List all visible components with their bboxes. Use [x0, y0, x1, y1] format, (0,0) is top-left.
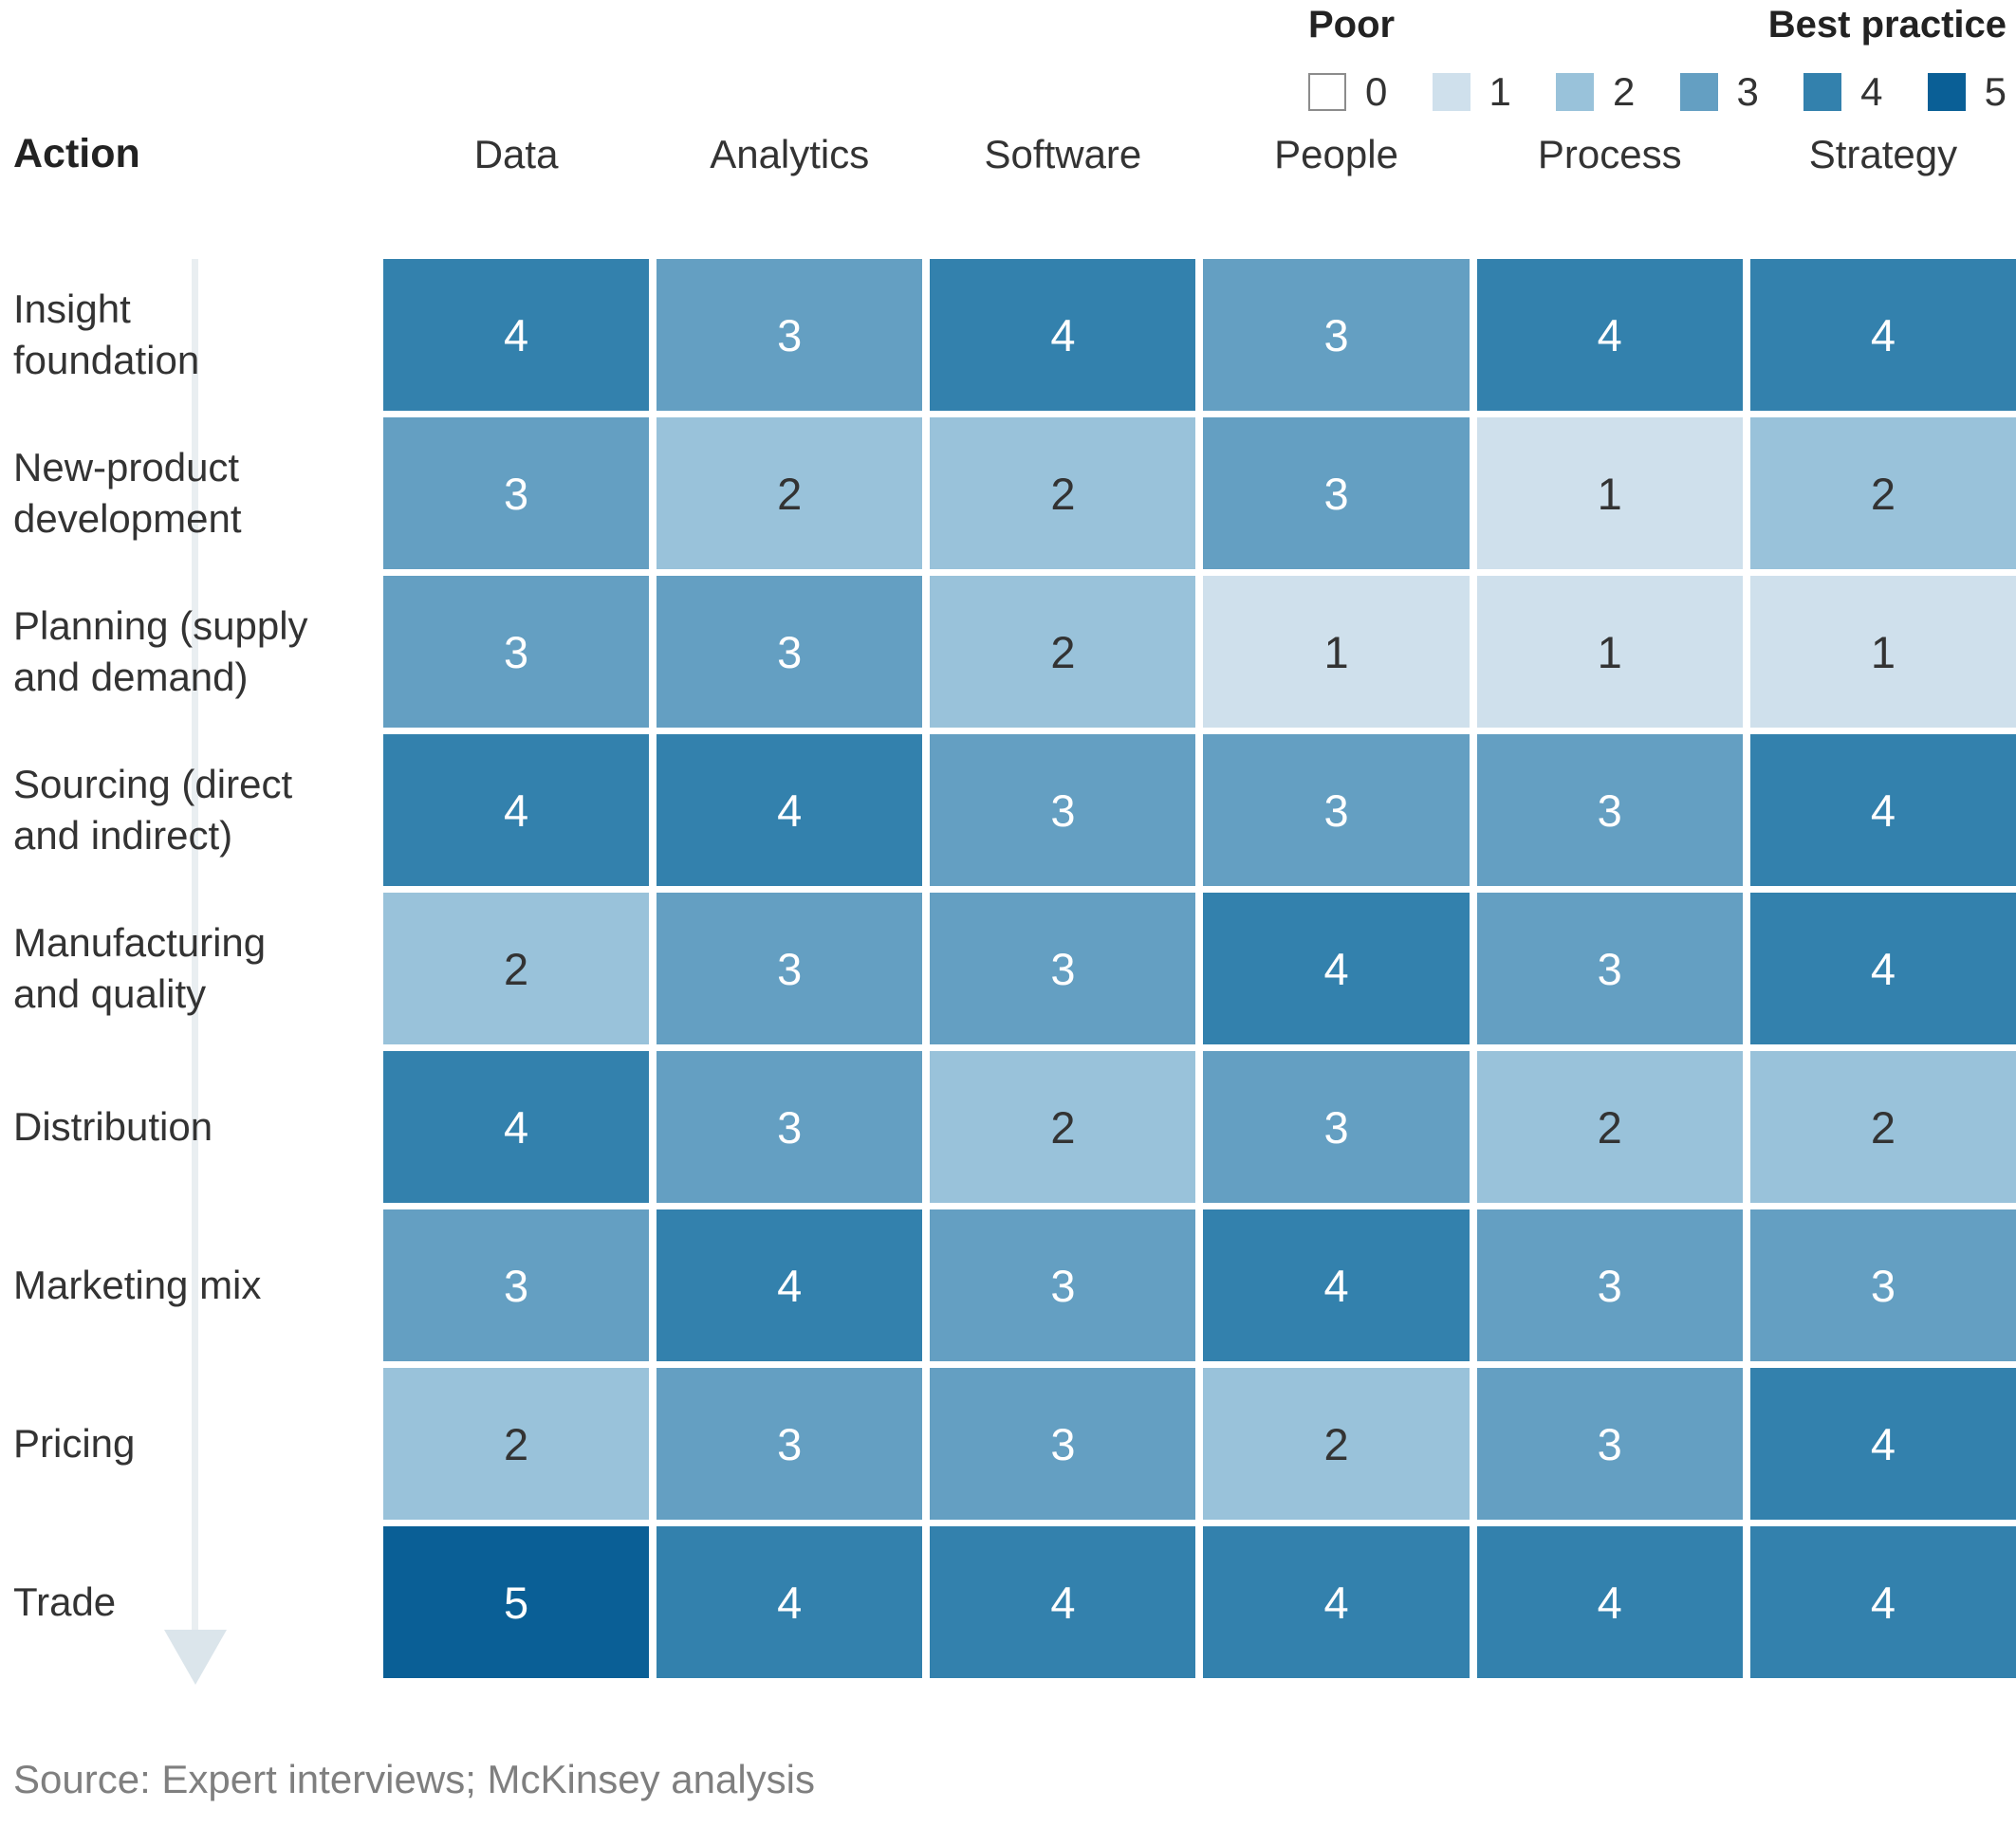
column-header-people: People	[1274, 131, 1398, 176]
legend-value-label: 3	[1736, 69, 1759, 114]
down-arrow-head-icon	[164, 1630, 227, 1685]
heatmap-cell: 2	[1476, 1051, 1743, 1203]
legend-value-label: 4	[1860, 69, 1883, 114]
heatmap-cell: 2	[930, 576, 1196, 728]
heatmap-grid: Insight foundation 4 3 4 3 4 4 New-product deve…	[0, 259, 2016, 1678]
column-header-data: Data	[473, 131, 559, 176]
row-label: New-product development	[13, 445, 242, 541]
heatmap-cell: 3	[930, 734, 1196, 886]
heatmap-cell: 4	[1203, 1526, 1470, 1678]
legend-swatch-2	[1556, 73, 1595, 111]
heatmap-cell: 4	[657, 1526, 923, 1678]
heatmap-cell: 4	[1749, 893, 2016, 1044]
heatmap-cell: 2	[1203, 1368, 1470, 1520]
heatmap-cell: 4	[1749, 1368, 2016, 1520]
heatmap-cell: 4	[1749, 734, 2016, 886]
legend-swatch-5	[1927, 73, 1966, 111]
heatmap-cell: 2	[930, 417, 1196, 569]
source-note: Source: Expert interviews; McKinsey anal…	[13, 1757, 815, 1801]
heatmap-cell: 4	[1749, 1526, 2016, 1678]
heatmap-cell: 3	[1749, 1209, 2016, 1361]
heatmap-cell: 2	[930, 1051, 1196, 1203]
row-label: Sourcing (direct and indirect)	[13, 762, 293, 858]
heatmap-cell: 1	[1203, 576, 1470, 728]
heatmap-cell: 3	[930, 1209, 1196, 1361]
heatmap-cell: 3	[1476, 1209, 1743, 1361]
heatmap-cell: 2	[657, 417, 923, 569]
legend-swatch-0	[1308, 73, 1346, 111]
legend-swatch-1	[1432, 73, 1470, 111]
legend-value-label: 5	[1984, 69, 2007, 114]
heatmap-cell: 3	[1203, 1051, 1470, 1203]
legend-item-2: 2	[1556, 69, 1635, 115]
legend: Poor Best practice 0 1 2 3 4 5	[1308, 4, 2007, 115]
row-label: Distribution	[13, 1104, 213, 1150]
heatmap-cell: 4	[930, 1526, 1196, 1678]
legend-titles: Poor Best practice	[1308, 4, 2007, 46]
column-header-strategy: Strategy	[1808, 131, 1958, 176]
heatmap-cell: 2	[1749, 417, 2016, 569]
heatmap-cell: 3	[1476, 734, 1743, 886]
legend-swatch-3	[1679, 73, 1718, 111]
heatmap-cell: 2	[1749, 1051, 2016, 1203]
heatmap-cell: 1	[1476, 576, 1743, 728]
heatmap-cell: 3	[930, 893, 1196, 1044]
heatmap-cell: 3	[383, 576, 650, 728]
heatmap-cell: 4	[1203, 1209, 1470, 1361]
heatmap-cell: 1	[1476, 417, 1743, 569]
heatmap-cell: 4	[383, 734, 650, 886]
heatmap-cell: 4	[657, 1209, 923, 1361]
column-header-process: Process	[1537, 131, 1682, 176]
legend-item-1: 1	[1432, 69, 1511, 115]
heatmap-cell: 3	[1476, 1368, 1743, 1520]
heatmap-cell: 2	[383, 893, 650, 1044]
heatmap-cell: 4	[1476, 1526, 1743, 1678]
heatmap-cell: 4	[657, 734, 923, 886]
heatmap-cell: 3	[657, 1368, 923, 1520]
row-label: Planning (supply and demand)	[13, 603, 308, 699]
legend-value-label: 2	[1613, 69, 1636, 114]
heatmap-cell: 1	[1749, 576, 2016, 728]
row-label: Pricing	[13, 1421, 136, 1467]
legend-scale: 0 1 2 3 4 5	[1308, 69, 2007, 115]
legend-swatch-4	[1803, 73, 1842, 111]
legend-item-0: 0	[1308, 69, 1387, 115]
heatmap-cell: 4	[1749, 259, 2016, 411]
row-label: Marketing mix	[13, 1263, 262, 1308]
heatmap-cell: 3	[383, 417, 650, 569]
heatmap-cell: 3	[930, 1368, 1196, 1520]
heatmap-cell: 3	[657, 1051, 923, 1203]
heatmap-cell: 3	[657, 576, 923, 728]
heatmap-cell: 3	[383, 1209, 650, 1361]
row-label: Trade	[13, 1579, 117, 1625]
legend-best-practice-label: Best practice	[1767, 4, 2007, 46]
legend-value-label: 1	[1489, 69, 1511, 114]
row-label: Insight foundation	[13, 286, 200, 382]
heatmap-cell: 4	[930, 259, 1196, 411]
heatmap-cell: 3	[1476, 893, 1743, 1044]
heatmap-cell: 3	[1203, 417, 1470, 569]
heatmap-cell: 3	[1203, 734, 1470, 886]
down-arrow-line-icon	[192, 259, 198, 1632]
heatmap-cell: 5	[383, 1526, 650, 1678]
legend-poor-label: Poor	[1308, 4, 1396, 46]
heatmap-cell: 4	[383, 1051, 650, 1203]
heatmap-cell: 3	[657, 259, 923, 411]
column-header-software: Software	[984, 131, 1142, 176]
heatmap-cell: 2	[383, 1368, 650, 1520]
column-header-analytics: Analytics	[710, 131, 870, 176]
column-header-row: Action Data Analytics Software People Proces…	[0, 131, 2016, 177]
row-label: Manufacturing and quality	[13, 920, 267, 1016]
heatmap-cell: 4	[1203, 893, 1470, 1044]
heatmap-cell: 4	[383, 259, 650, 411]
heatmap-cell: 3	[1203, 259, 1470, 411]
legend-value-label: 0	[1365, 69, 1388, 114]
heatmap-cell: 4	[1476, 259, 1743, 411]
heatmap-cell: 3	[657, 893, 923, 1044]
legend-item-5: 5	[1927, 69, 2007, 115]
legend-item-4: 4	[1803, 69, 1882, 115]
legend-item-3: 3	[1679, 69, 1759, 115]
action-column-header: Action	[13, 131, 140, 176]
